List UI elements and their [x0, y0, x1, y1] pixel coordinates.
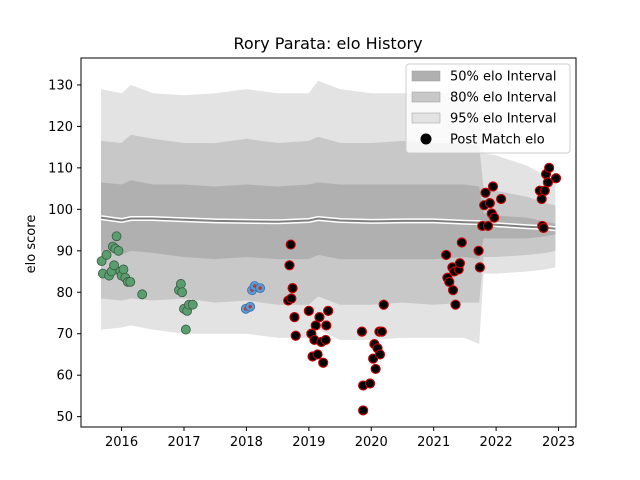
data-point: [323, 305, 334, 317]
legend-label: 95% elo Interval: [450, 112, 557, 127]
data-point: [284, 260, 295, 271]
data-point: [539, 185, 550, 196]
data-point: [374, 349, 386, 360]
y-tick-label: 80: [56, 286, 73, 301]
data-point: [370, 363, 381, 375]
legend-box: [405, 63, 571, 154]
data-point: [287, 283, 298, 294]
data-point: [286, 293, 297, 304]
data-point: [441, 249, 452, 261]
data-point: [376, 326, 387, 337]
data-point: [450, 299, 461, 310]
y-tick-label: 70: [56, 327, 73, 342]
data-point-core: [258, 286, 262, 290]
y-tick-label: 120: [48, 120, 73, 135]
data-point: [542, 177, 554, 188]
data-point: [487, 181, 499, 192]
y-tick-label: 90: [56, 244, 73, 259]
data-point: [289, 312, 300, 323]
data-point: [447, 285, 459, 296]
series-2019: [283, 162, 562, 416]
y-tick-label: 100: [48, 203, 73, 218]
data-point: [101, 250, 112, 260]
y-axis-label: elo score: [24, 215, 39, 274]
data-point: [310, 320, 321, 331]
data-point: [118, 264, 129, 275]
data-point: [312, 349, 323, 360]
legend-marker: [420, 133, 432, 145]
data-point: [314, 312, 325, 323]
data-point: [180, 324, 191, 335]
x-tick-label: 2017: [167, 435, 200, 450]
data-point: [482, 220, 494, 232]
data-point: [364, 378, 376, 389]
y-tick-label: 60: [56, 369, 73, 384]
data-point: [489, 212, 500, 223]
data-point: [111, 231, 122, 242]
series-2018: [240, 281, 266, 314]
legend-label: Post Match elo: [450, 133, 545, 148]
data-point: [538, 222, 549, 234]
data-point: [473, 245, 484, 256]
legend: 50% elo Interval 80% elo Interval 95% elo …: [405, 63, 571, 154]
axes-frame: [80, 57, 577, 428]
data-point: [113, 245, 124, 256]
data-point: [358, 405, 369, 416]
data-point: [444, 276, 455, 287]
x-tick-label: 2018: [230, 435, 263, 450]
x-tick-label: 2021: [417, 435, 450, 450]
data-point: [536, 193, 547, 205]
data-point-core: [248, 304, 252, 309]
data-point: [484, 198, 495, 209]
data-point: [177, 287, 188, 298]
data-point: [474, 262, 485, 273]
legend-swatch: [411, 70, 441, 82]
data-point: [480, 187, 491, 198]
x-tick-label: 2023: [542, 435, 575, 450]
data-point: [187, 299, 198, 310]
data-point: [454, 258, 465, 269]
series-2016: [96, 231, 198, 335]
y-tick-label: 50: [56, 410, 73, 425]
data-point: [137, 289, 148, 300]
x-tick-label: 2019: [292, 435, 325, 450]
y-tick-label: 110: [48, 161, 73, 176]
data-point: [544, 162, 555, 173]
data-point: [175, 279, 186, 289]
data-point: [320, 334, 331, 346]
data-point: [109, 260, 119, 271]
data-point: [318, 357, 329, 368]
data-point: [285, 239, 296, 250]
data-point: [356, 326, 367, 337]
data-point: [290, 330, 301, 341]
legend-label: 80% elo Interval: [450, 91, 557, 106]
legend-label: 50% elo Interval: [450, 70, 557, 85]
data-point: [550, 173, 562, 184]
x-tick-label: 2016: [105, 435, 138, 450]
data-point: [303, 305, 314, 317]
y-tick-label: 130: [48, 78, 73, 93]
x-tick-label: 2022: [480, 435, 513, 450]
legend-swatch: [411, 112, 441, 124]
data-point: [125, 276, 136, 287]
legend-swatch: [411, 91, 441, 103]
data-point: [321, 320, 332, 331]
chart-title: Rory Parata: elo History: [233, 34, 422, 53]
data-point: [495, 193, 507, 205]
data-point: [378, 299, 389, 310]
data-point: [456, 237, 467, 248]
x-tick-label: 2020: [355, 435, 388, 450]
